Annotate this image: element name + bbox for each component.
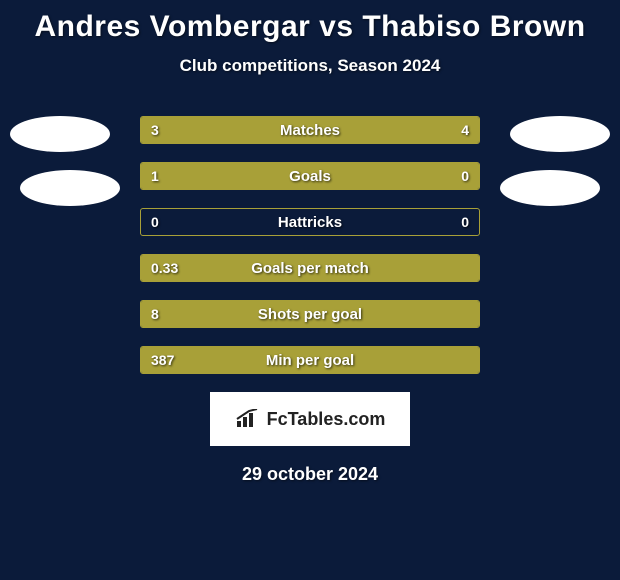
bar-left-fill [141, 347, 479, 373]
stat-bars: 34Matches 10Goals 0 0Hattricks 0.33Goals per… [140, 116, 480, 374]
logo-text: FcTables.com [267, 409, 386, 430]
source-logo: FcTables.com [210, 392, 410, 446]
bar-left-fill [141, 301, 479, 327]
bar-left-fill [141, 163, 405, 189]
stat-row: 10Goals [140, 162, 480, 190]
stat-row: 34Matches [140, 116, 480, 144]
player-left-avatar [20, 170, 120, 206]
player-right-avatar [510, 116, 610, 152]
player-right-avatar [500, 170, 600, 206]
page-title: Andres Vombergar vs Thabiso Brown [0, 0, 620, 44]
bar-left-fill [141, 255, 479, 281]
bar-right-fill [276, 117, 479, 143]
subtitle: Club competitions, Season 2024 [0, 56, 620, 76]
stat-row: 0.33Goals per match [140, 254, 480, 282]
stat-label: Hattricks [141, 209, 479, 235]
stat-right-value: 0 [451, 209, 479, 235]
bar-right-fill [405, 163, 479, 189]
date-label: 29 october 2024 [0, 464, 620, 485]
chart-icon [235, 409, 261, 429]
player-left-avatar [10, 116, 110, 152]
stat-row: 8Shots per goal [140, 300, 480, 328]
comparison-chart: 34Matches 10Goals 0 0Hattricks 0.33Goals per… [0, 116, 620, 374]
stat-row: 387Min per goal [140, 346, 480, 374]
stat-left-value: 0 [141, 209, 169, 235]
bar-left-fill [141, 117, 276, 143]
stat-row: 0 0Hattricks [140, 208, 480, 236]
